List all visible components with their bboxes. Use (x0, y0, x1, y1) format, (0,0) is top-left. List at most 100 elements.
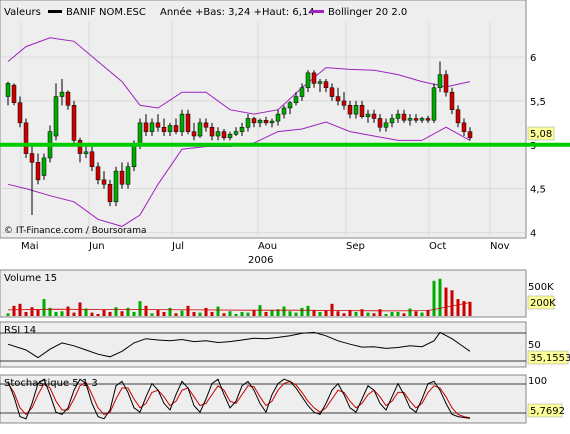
volume-bar (162, 311, 166, 316)
volume-bar (228, 311, 232, 316)
candle-body (131, 144, 137, 167)
volume-bar (408, 308, 412, 316)
volume-bar (48, 307, 52, 316)
volume-bar (156, 309, 160, 316)
stoch-tick-100: 100 (528, 376, 547, 387)
candle-body (113, 170, 119, 203)
candle-body (125, 166, 131, 185)
month-tick-label: Aou (258, 241, 277, 252)
candle-body (335, 96, 341, 102)
candle-body (263, 119, 269, 124)
volume-bar (456, 299, 460, 316)
volume-bar (114, 307, 118, 316)
price-panel (0, 0, 527, 239)
volume-title: Volume 15 (4, 273, 57, 284)
rsi-series (7, 331, 471, 359)
candle-body (245, 118, 251, 128)
candle-body (437, 74, 443, 89)
candle-body (395, 113, 401, 119)
legend-prefix: Valeurs (4, 7, 41, 18)
candle-body (389, 118, 395, 124)
volume-bar (24, 311, 28, 316)
candle-body (161, 126, 167, 132)
volume-ma-line (7, 302, 471, 312)
candle-body (371, 113, 377, 119)
volume-bar (396, 311, 400, 316)
rsi-tick-50: 50 (528, 340, 541, 351)
candle-body (203, 122, 209, 128)
volume-bar (204, 307, 208, 316)
stochastic-series (7, 378, 471, 420)
legend-swatch-bollinger (310, 10, 324, 13)
volume-bar (12, 305, 16, 316)
volume-bar (276, 309, 280, 316)
volume-bar (102, 309, 106, 316)
volume-bar (180, 310, 184, 316)
volume-bar (330, 303, 334, 316)
rsi-line (7, 331, 471, 359)
volume-bar (402, 313, 406, 316)
candle-body (215, 131, 221, 137)
volume-bar (390, 311, 394, 316)
candle-body (197, 122, 203, 137)
candle-body (431, 87, 437, 121)
candle-body (221, 131, 227, 139)
volume-bar (96, 313, 100, 316)
candle-body (227, 134, 233, 139)
volume-bar (174, 313, 178, 316)
volume-bar (372, 313, 376, 316)
month-axis: Mai Jun Jul Aou Sep Oct Nov (21, 241, 510, 252)
candle-body (11, 84, 17, 103)
volume-bar (192, 311, 196, 316)
rsi-last-tag (527, 350, 569, 365)
candle-body (59, 91, 65, 97)
candle-body (179, 113, 185, 132)
volume-bar (288, 311, 292, 316)
year-label: 2006 (248, 255, 273, 266)
volume-bar (444, 287, 448, 316)
volume-bar (90, 312, 94, 316)
candle-body (89, 151, 95, 167)
candle-body (281, 107, 287, 115)
candle-body (461, 122, 467, 132)
volume-bar (378, 309, 382, 316)
volume-bar (36, 309, 40, 316)
candle-body (5, 83, 11, 97)
candle-body (209, 126, 215, 137)
candle-body (77, 140, 83, 154)
candle-body (23, 122, 29, 154)
volume-bar (384, 313, 388, 316)
candle-body (137, 122, 143, 146)
candle-body (155, 122, 161, 128)
volume-bar (120, 311, 124, 316)
volume-bar (252, 309, 256, 316)
volume-bar (108, 311, 112, 316)
candlestick-series (5, 61, 473, 215)
candle-body (101, 179, 107, 185)
credit-text: © IT-Finance.com / Boursorama (4, 226, 146, 236)
candle-body (287, 102, 293, 109)
volume-bar (222, 313, 226, 316)
volume-bar (168, 307, 172, 316)
candle-body (191, 131, 197, 137)
candle-body (455, 109, 461, 124)
candle-body (401, 113, 407, 121)
volume-bar (414, 311, 418, 316)
candle-body (419, 118, 425, 121)
stoch-last-value: 5,7692 (530, 406, 565, 417)
candle-body (359, 105, 365, 117)
candle-body (305, 72, 311, 89)
candle-body (407, 118, 413, 121)
candle-body (149, 122, 155, 132)
candle-body (293, 96, 299, 103)
volume-bar (144, 305, 148, 316)
last-price-tag (527, 126, 555, 141)
volume-bar (54, 311, 58, 316)
volume-bar (42, 299, 46, 316)
volume-bar (234, 313, 238, 316)
stochastic-panel (0, 374, 527, 424)
month-tick-label: Sep (346, 241, 365, 252)
candle-body (239, 126, 245, 132)
volume-bar (354, 311, 358, 316)
